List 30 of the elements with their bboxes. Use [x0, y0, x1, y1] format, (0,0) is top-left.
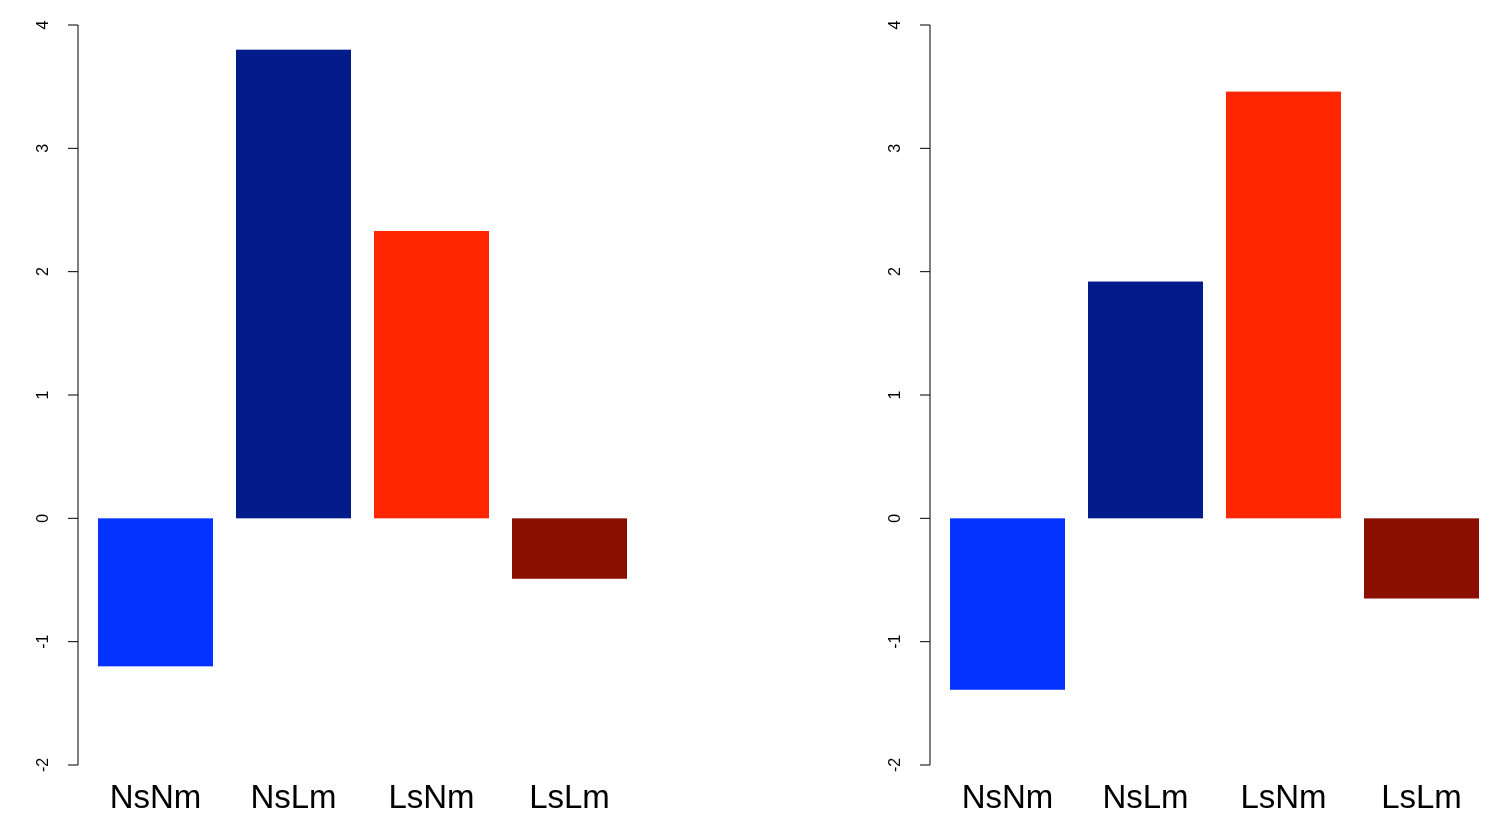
y-tick-label: -1 [34, 634, 51, 649]
x-tick-label: LsLm [529, 778, 610, 815]
x-tick-label: NsLm [250, 778, 337, 815]
y-tick-label: 2 [34, 267, 51, 277]
x-tick-label: LsNm [388, 778, 475, 815]
y-tick-label: 4 [886, 20, 903, 30]
y-tick-label: 0 [34, 513, 51, 523]
x-tick-label: LsNm [1240, 778, 1327, 815]
y-tick-label: 2 [886, 267, 903, 277]
y-tick-label: 3 [886, 143, 903, 153]
x-tick-label: NsNm [109, 778, 202, 815]
x-tick-label: NsNm [961, 778, 1054, 815]
bar [512, 518, 627, 579]
bar [1088, 281, 1203, 519]
bar [374, 230, 489, 519]
bar [1226, 91, 1341, 519]
bar [1364, 518, 1479, 599]
x-tick-label: LsLm [1381, 778, 1462, 815]
x-tick-label: NsLm [1102, 778, 1189, 815]
y-tick-label: -2 [886, 757, 903, 773]
bar [950, 518, 1065, 690]
y-tick-label: 4 [34, 20, 51, 30]
y-tick-label: -1 [886, 634, 903, 649]
y-tick-label: 3 [34, 143, 51, 153]
y-tick-label: 1 [886, 390, 903, 400]
y-tick-label: -2 [34, 757, 51, 773]
y-tick-label: 0 [886, 513, 903, 523]
y-tick-label: 1 [34, 390, 51, 400]
bar [98, 518, 213, 667]
bar [236, 49, 351, 519]
